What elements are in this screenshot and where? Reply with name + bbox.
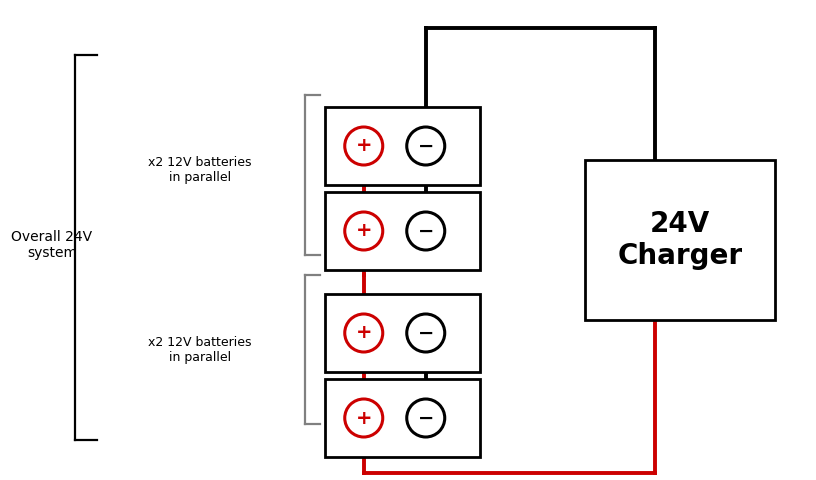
Bar [325, 294, 480, 372]
Circle shape [344, 127, 383, 165]
Bar [325, 379, 480, 457]
Text: −: − [418, 408, 434, 428]
Text: −: − [418, 324, 434, 343]
Circle shape [344, 399, 383, 437]
Text: 24V
Charger: 24V Charger [618, 210, 743, 270]
Text: +: + [356, 221, 372, 240]
Bar [325, 107, 480, 185]
Text: Overall 24V
system: Overall 24V system [11, 230, 92, 260]
Circle shape [344, 212, 383, 250]
Text: −: − [418, 136, 434, 156]
Text: +: + [356, 136, 372, 156]
Text: x2 12V batteries
in parallel: x2 12V batteries in parallel [149, 336, 252, 364]
Circle shape [406, 127, 445, 165]
Text: +: + [356, 324, 372, 343]
Circle shape [406, 314, 445, 352]
Text: −: − [418, 221, 434, 240]
Bar [325, 192, 480, 270]
Circle shape [344, 314, 383, 352]
Bar [585, 160, 775, 320]
Circle shape [406, 399, 445, 437]
Circle shape [406, 212, 445, 250]
Text: +: + [356, 408, 372, 428]
Text: x2 12V batteries
in parallel: x2 12V batteries in parallel [149, 156, 252, 184]
